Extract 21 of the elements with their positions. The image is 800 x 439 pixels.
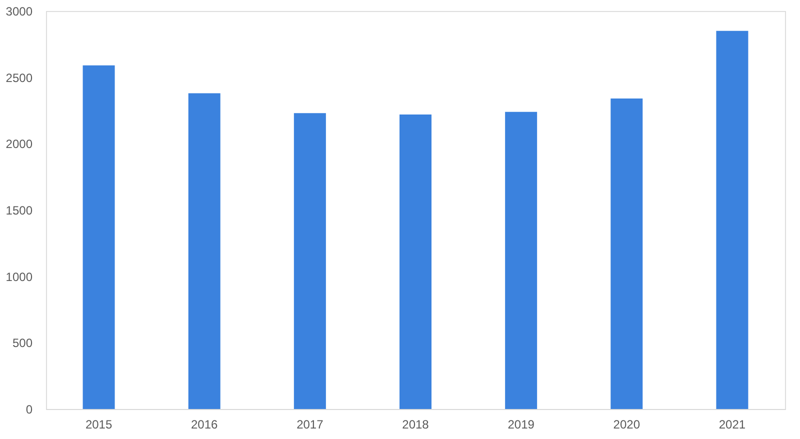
- x-tick-label: 2021: [718, 418, 746, 432]
- bar: [716, 30, 748, 409]
- y-tick-label: 2500: [6, 70, 33, 85]
- y-tick-label: 500: [12, 336, 33, 350]
- x-tick-label: 2017: [296, 418, 324, 432]
- bar: [505, 112, 538, 409]
- y-tick-label: 1500: [6, 204, 33, 218]
- y-tick-label: 2000: [6, 137, 33, 152]
- bar: [610, 98, 643, 409]
- bar: [294, 113, 326, 409]
- y-tick-label: 3000: [6, 4, 33, 18]
- x-tick-label: 2020: [613, 418, 640, 432]
- x-tick-label: 2015: [85, 418, 112, 432]
- bar: [400, 114, 432, 409]
- x-tick-label: 2016: [191, 418, 218, 432]
- bar: [188, 93, 220, 409]
- y-tick-label: 1000: [6, 270, 33, 284]
- x-tick-label: 2018: [402, 418, 430, 432]
- bar: [82, 65, 115, 409]
- x-tick-label: 2019: [508, 418, 535, 432]
- y-tick-label: 0: [26, 402, 33, 416]
